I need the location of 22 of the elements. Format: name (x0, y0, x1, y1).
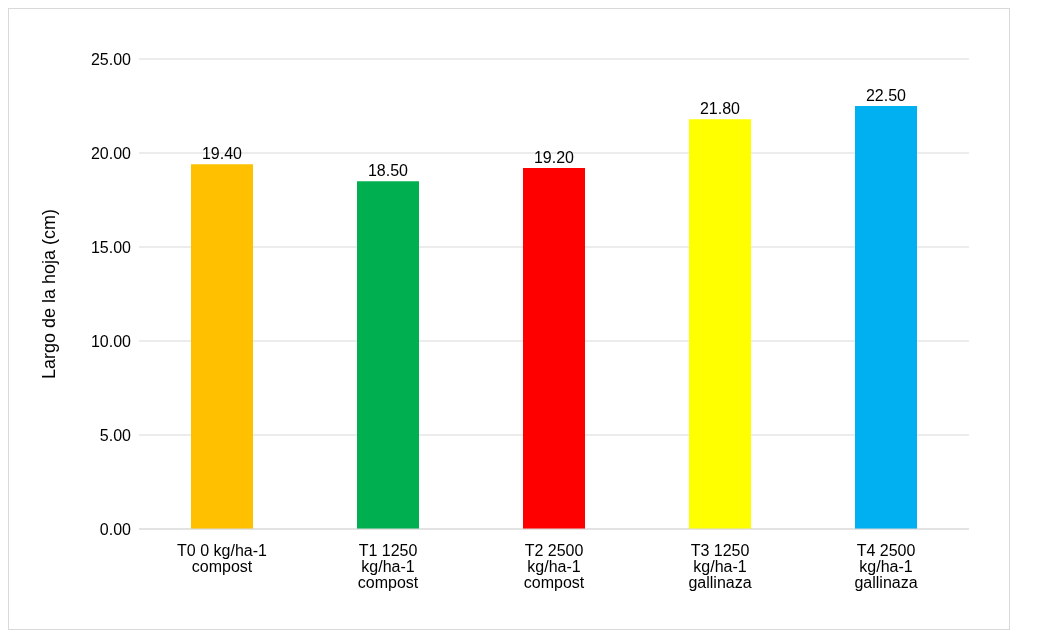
data-label: 22.50 (865, 87, 907, 104)
x-tick-label: T0 0 kg/ha-1 compost (177, 542, 268, 576)
y-tick-label: 5.00 (99, 426, 132, 444)
y-tick-label: 0.00 (99, 520, 132, 538)
y-tick-label: 20.00 (90, 144, 132, 162)
y-axis-title: Largo de la hoja (cm) (39, 208, 60, 380)
bar (689, 119, 751, 529)
y-tick-label: 15.00 (90, 238, 132, 256)
data-label: 19.20 (533, 149, 575, 167)
x-tick-label: T1 1250 kg/ha-1 compost (357, 542, 419, 592)
bar (855, 106, 917, 529)
x-tick-label: T4 2500 kg/ha-1 gallinaza (854, 542, 918, 592)
data-label: 19.40 (201, 145, 243, 163)
y-tick-label: 25.00 (90, 50, 132, 68)
x-tick-label: T3 1250 kg/ha-1 gallinaza (688, 542, 752, 592)
x-tick-label: T2 2500 kg/ha-1 compost (523, 542, 585, 592)
bar (191, 164, 253, 529)
bar (523, 168, 585, 529)
data-label: 21.80 (699, 100, 741, 118)
data-label: 18.50 (367, 162, 409, 180)
y-tick-label: 10.00 (90, 332, 132, 350)
bar (357, 181, 419, 529)
